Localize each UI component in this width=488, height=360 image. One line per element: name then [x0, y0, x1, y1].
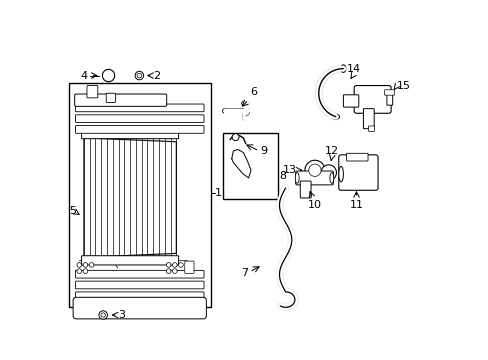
FancyBboxPatch shape	[75, 126, 203, 133]
Text: 10: 10	[307, 199, 321, 210]
Text: 15: 15	[396, 81, 410, 91]
Text: 6: 6	[249, 87, 256, 97]
Ellipse shape	[295, 172, 299, 183]
FancyBboxPatch shape	[363, 109, 373, 129]
FancyBboxPatch shape	[184, 261, 194, 274]
Circle shape	[137, 73, 142, 78]
Circle shape	[135, 71, 143, 80]
Circle shape	[321, 165, 336, 180]
FancyBboxPatch shape	[346, 153, 367, 161]
FancyBboxPatch shape	[75, 281, 203, 289]
Text: 5: 5	[69, 206, 76, 216]
Text: 13: 13	[283, 165, 297, 175]
FancyBboxPatch shape	[367, 126, 374, 131]
Circle shape	[99, 311, 107, 319]
FancyBboxPatch shape	[295, 171, 333, 185]
Circle shape	[89, 263, 94, 267]
Text: 9: 9	[260, 146, 267, 156]
Text: 12: 12	[324, 147, 338, 156]
Bar	[68, 83, 210, 307]
Circle shape	[102, 69, 115, 82]
Text: 7: 7	[241, 268, 248, 278]
FancyBboxPatch shape	[300, 181, 310, 198]
FancyBboxPatch shape	[384, 90, 394, 95]
FancyBboxPatch shape	[75, 292, 203, 300]
Ellipse shape	[338, 166, 343, 182]
Text: 1: 1	[214, 188, 222, 198]
FancyBboxPatch shape	[343, 95, 358, 107]
FancyBboxPatch shape	[73, 297, 206, 319]
Circle shape	[77, 269, 81, 274]
Text: 3: 3	[118, 310, 125, 320]
FancyBboxPatch shape	[106, 93, 115, 103]
Circle shape	[305, 160, 324, 180]
Circle shape	[172, 263, 177, 267]
Circle shape	[166, 269, 171, 274]
Ellipse shape	[241, 101, 244, 105]
Circle shape	[232, 134, 239, 141]
Bar	[222, 133, 277, 199]
FancyBboxPatch shape	[81, 130, 178, 139]
FancyBboxPatch shape	[75, 104, 203, 112]
Text: 2: 2	[153, 71, 160, 81]
Ellipse shape	[331, 114, 339, 119]
FancyBboxPatch shape	[87, 86, 98, 98]
FancyBboxPatch shape	[75, 270, 203, 278]
Circle shape	[308, 164, 321, 176]
Text: 4: 4	[80, 71, 87, 81]
Ellipse shape	[341, 65, 345, 72]
Circle shape	[83, 269, 87, 274]
FancyBboxPatch shape	[81, 256, 178, 265]
Circle shape	[172, 269, 177, 274]
Circle shape	[178, 263, 183, 267]
Text: 8: 8	[279, 171, 286, 181]
Circle shape	[83, 263, 87, 267]
FancyBboxPatch shape	[353, 86, 390, 113]
FancyBboxPatch shape	[386, 91, 392, 105]
Ellipse shape	[222, 109, 225, 113]
Circle shape	[77, 263, 81, 267]
Circle shape	[101, 313, 105, 317]
FancyBboxPatch shape	[338, 155, 377, 190]
Text: 11: 11	[349, 199, 363, 210]
FancyBboxPatch shape	[75, 115, 203, 122]
Ellipse shape	[329, 172, 333, 183]
Text: 14: 14	[346, 64, 360, 74]
Circle shape	[166, 263, 171, 267]
FancyBboxPatch shape	[75, 94, 166, 106]
